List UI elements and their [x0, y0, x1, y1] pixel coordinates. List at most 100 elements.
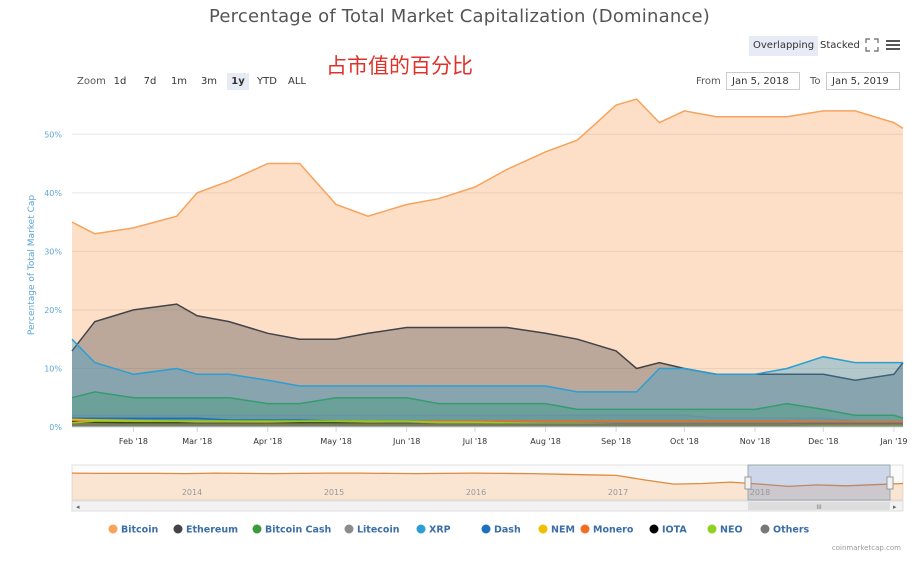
legend-label: Litecoin: [357, 525, 400, 536]
series-line-nem: [71, 418, 903, 426]
legend-item-ethereum[interactable]: Ethereum: [173, 524, 239, 536]
navigator-scrollbar[interactable]: [71, 500, 904, 512]
y-axis-label: Percentage of Total Market Cap: [27, 195, 37, 336]
fullscreen-icon[interactable]: [864, 37, 880, 53]
navigator-handle-left[interactable]: [744, 476, 752, 490]
x-tick-label: Apr '18: [253, 437, 282, 446]
series-line-iota: [72, 421, 903, 425]
legend-item-dash[interactable]: Dash: [481, 524, 521, 536]
series-line-dash: [72, 417, 903, 424]
stacked-button[interactable]: Stacked: [820, 40, 860, 51]
legend-label: Dash: [494, 525, 521, 536]
y-tick-label: 30%: [44, 247, 62, 256]
x-tick-label: Jun '18: [392, 437, 420, 446]
series-line-bitcoin-cash: [71, 391, 904, 419]
range-to-input[interactable]: Jan 5, 2019: [826, 72, 900, 90]
x-tick-label: May '18: [320, 437, 351, 446]
legend-item-others[interactable]: Others: [760, 524, 810, 536]
series-line-ethereum: [71, 303, 904, 381]
legend-label: XRP: [429, 525, 451, 536]
range-from-input[interactable]: Jan 5, 2018: [726, 72, 800, 90]
scrollbar-grip-icon: III: [816, 504, 822, 511]
zoom-1d-button[interactable]: 1d: [113, 76, 127, 87]
legend-marker: [707, 524, 717, 534]
y-tick-label: 0%: [49, 423, 62, 432]
navigator-handle-right[interactable]: [886, 476, 894, 490]
x-tick-label: Jul '18: [462, 437, 488, 446]
navigator-year-label: 2016: [466, 488, 486, 497]
series-line-xrp: [71, 338, 903, 393]
legend-marker: [580, 524, 590, 534]
legend-label: Monero: [593, 525, 634, 536]
legend-label: NEM: [551, 525, 575, 536]
navigator-year-label: 2014: [182, 488, 202, 497]
x-tick-label: Aug '18: [530, 437, 561, 446]
series-area-nem: [72, 419, 903, 427]
navigator-year-label: 2018: [750, 488, 770, 497]
legend-marker: [344, 524, 354, 534]
legend-item-neo[interactable]: NEO: [707, 524, 743, 536]
legend-item-nem[interactable]: NEM: [538, 524, 575, 536]
series-area-dash: [72, 418, 903, 427]
zoom-1m-button[interactable]: 1m: [170, 76, 188, 87]
scroll-left-icon[interactable]: ◂: [76, 503, 80, 511]
overlapping-button[interactable]: Overlapping: [749, 36, 819, 56]
legend-marker: [538, 524, 548, 534]
navigator-scrollbar-thumb[interactable]: [748, 502, 890, 510]
y-tick-label: 50%: [44, 130, 62, 139]
legend-item-bitcoin[interactable]: Bitcoin: [108, 524, 159, 536]
legend-marker: [481, 524, 491, 534]
range-to-label: To: [810, 76, 821, 87]
legend-marker: [108, 524, 118, 534]
legend-item-xrp[interactable]: XRP: [416, 524, 451, 536]
x-tick-label: Mar '18: [182, 437, 212, 446]
y-tick-label: 40%: [44, 189, 62, 198]
legend-item-iota[interactable]: IOTA: [649, 524, 688, 536]
series-line-litecoin: [72, 414, 903, 422]
zoom-ytd-button[interactable]: YTD: [257, 76, 277, 87]
legend-label: Bitcoin: [121, 525, 158, 536]
legend-label: IOTA: [662, 525, 687, 536]
series-area-bitcoin-cash: [72, 391, 903, 427]
navigator-selection[interactable]: [747, 464, 891, 501]
legend-marker: [416, 524, 426, 534]
legend-item-monero[interactable]: Monero: [580, 524, 634, 536]
legend-item-bitcoin-cash[interactable]: Bitcoin Cash: [252, 524, 332, 536]
scroll-right-icon[interactable]: ▸: [893, 503, 897, 511]
y-tick-label: 20%: [44, 306, 62, 315]
x-tick-label: Sep '18: [601, 437, 631, 446]
navigator-box: [71, 464, 904, 501]
legend-item-litecoin[interactable]: Litecoin: [344, 524, 400, 536]
zoom-1y-button[interactable]: 1y: [227, 73, 249, 90]
y-tick-label: 10%: [44, 364, 62, 373]
legend-label: Ethereum: [186, 525, 238, 536]
series-line-bitcoin: [71, 98, 904, 235]
chinese-annotation: 占市值的百分比: [326, 54, 473, 78]
series-area-bitcoin: [72, 99, 903, 427]
navigator-year-label: 2017: [608, 488, 628, 497]
x-tick-label: Feb '18: [119, 437, 148, 446]
x-tick-label: Oct '18: [670, 437, 699, 446]
range-from-label: From: [696, 76, 721, 87]
navigator-series-area: [72, 473, 903, 500]
zoom-3m-button[interactable]: 3m: [200, 76, 218, 87]
credit-text: coinmarketcap.com: [831, 544, 901, 552]
series-area-litecoin: [72, 415, 903, 427]
zoom-label: Zoom: [77, 76, 106, 87]
series-area-xrp: [72, 339, 903, 427]
hamburger-menu-icon[interactable]: [885, 37, 901, 53]
legend-label: NEO: [720, 525, 743, 536]
legend-marker: [252, 524, 262, 534]
legend-label: Bitcoin Cash: [265, 525, 332, 536]
series-area-ethereum: [72, 304, 903, 427]
series-area-iota: [72, 422, 903, 427]
series-area-monero: [72, 421, 903, 427]
legend-marker: [173, 524, 183, 534]
x-tick-label: Jan '19: [879, 437, 907, 446]
series-area-others: [72, 424, 903, 427]
series-line-neo: [71, 420, 903, 426]
zoom-7d-button[interactable]: 7d: [143, 76, 157, 87]
navigator-year-label: 2015: [324, 488, 344, 497]
legend-label: Others: [773, 525, 810, 536]
zoom-all-button[interactable]: ALL: [288, 76, 306, 87]
